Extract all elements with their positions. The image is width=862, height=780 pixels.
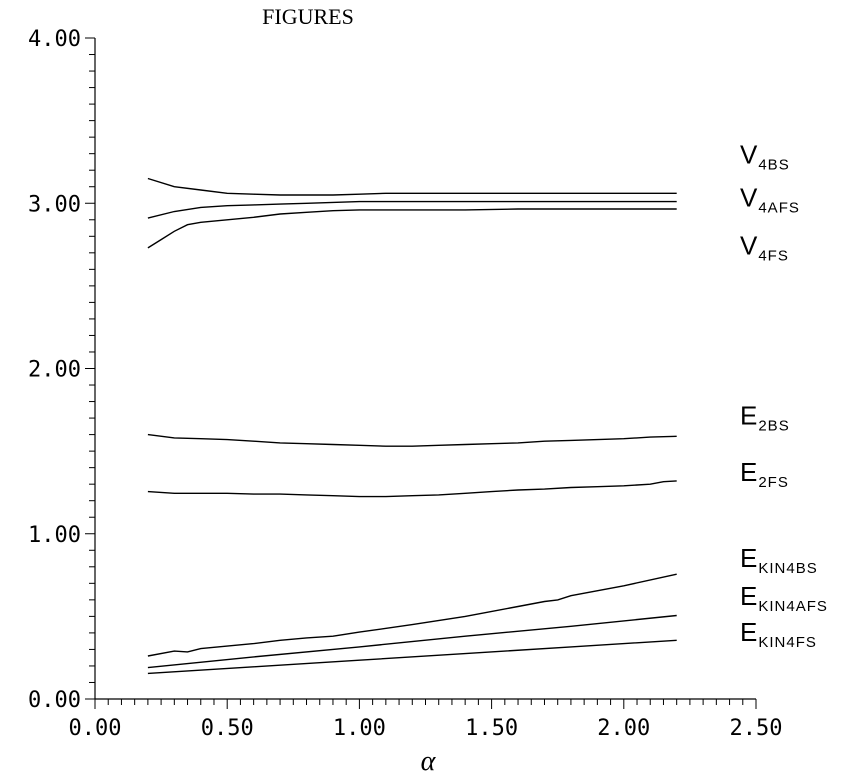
chart-title: FIGURES — [262, 4, 354, 29]
y-tick-label: 2.00 — [28, 358, 81, 383]
series-line-ekin4bs — [147, 573, 677, 657]
x-tick-label: 2.50 — [730, 716, 783, 741]
series-line-v4afs — [147, 200, 677, 219]
chart-axes: 0.00 1.00 2.00 3.00 4.00 0.00 0.50 1.00 1.50 2.00… — [28, 27, 782, 741]
series-label-e2fs: E2FS — [740, 457, 789, 491]
x-tick-label: 2.00 — [597, 716, 650, 741]
y-tick-label: 3.00 — [28, 192, 81, 217]
series-label-v4afs: V4AFS — [740, 183, 800, 217]
x-tick-label: 1.00 — [333, 716, 386, 741]
series-labels: V4BS V4AFS V4FS E2BS E2FS EKIN4BS EKIN4AFSEKIN… — [740, 140, 828, 652]
series-label-ekin4bs: EKIN4BS — [740, 543, 818, 577]
series-line-e2bs — [147, 433, 677, 447]
series-label-v4fs: V4FS — [740, 230, 789, 264]
series-line-e2fs — [147, 480, 677, 498]
series-label-e2bs: E2BS — [740, 401, 790, 435]
series-line-v4fs — [147, 208, 677, 249]
series-curves — [147, 177, 677, 675]
series-label-v4bs: V4BS — [740, 140, 790, 174]
y-tick-label: 4.00 — [28, 27, 81, 52]
x-tick-label: 1.50 — [465, 716, 518, 741]
series-label-ekin4fs: EKIN4FS — [740, 617, 817, 651]
series-label-ekin4afs: EKIN4AFS — [740, 581, 828, 615]
x-tick-label: 0.50 — [201, 716, 254, 741]
y-tick-label: 1.00 — [28, 523, 81, 548]
y-tick-label: 0.00 — [28, 688, 81, 713]
series-line-ekin4fs — [147, 639, 677, 675]
x-tick-label: 0.00 — [69, 716, 122, 741]
series-line-ekin4afs — [147, 614, 677, 669]
series-line-v4bs — [147, 177, 677, 196]
x-axis-label: α — [421, 746, 437, 777]
